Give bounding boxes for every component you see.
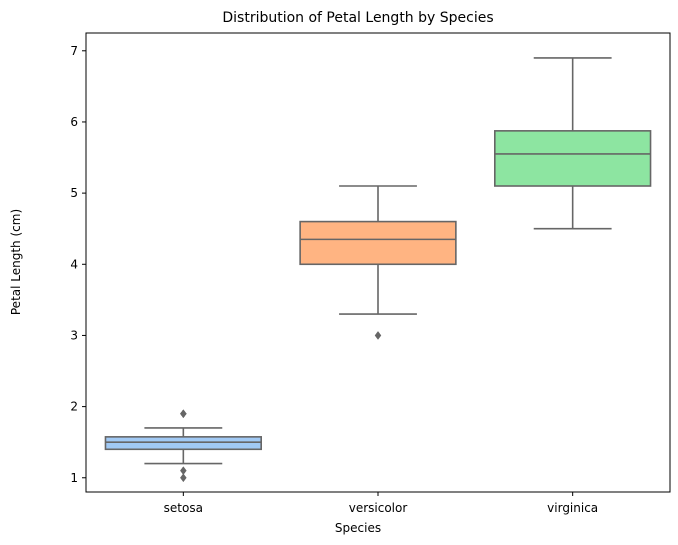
- plot-area: [85, 32, 671, 493]
- x-tick-label-setosa: setosa: [164, 501, 203, 515]
- outlier-point: [180, 473, 187, 483]
- chart-title: Distribution of Petal Length by Species: [222, 10, 493, 26]
- x-tick-label-versicolor: versicolor: [349, 501, 408, 515]
- y-tick-label: 2: [70, 400, 78, 414]
- y-tick-label: 3: [70, 328, 78, 342]
- x-axis: setosa versicolor virginica: [164, 492, 598, 515]
- boxes-group: [104, 57, 652, 483]
- x-axis-label: Species: [335, 521, 381, 535]
- outlier-point: [180, 409, 187, 419]
- iqr-box: [104, 436, 263, 451]
- y-tick-label: 5: [70, 186, 78, 200]
- iqr-box: [493, 130, 652, 187]
- box-versicolor: [299, 185, 457, 340]
- y-tick-label: 1: [70, 471, 78, 485]
- iqr-box: [299, 220, 457, 266]
- box-virginica: [493, 57, 652, 230]
- outlier-point: [374, 331, 382, 340]
- y-axis: 1 2 3 4 5 6 7: [70, 44, 86, 485]
- y-tick-label: 6: [70, 115, 78, 129]
- y-tick-label: 7: [70, 44, 78, 58]
- y-tick-label: 4: [70, 257, 78, 271]
- y-axis-label: Petal Length (cm): [9, 209, 23, 315]
- outlier-point: [180, 466, 187, 476]
- box-setosa: [104, 409, 263, 483]
- x-tick-label-virginica: virginica: [547, 501, 598, 515]
